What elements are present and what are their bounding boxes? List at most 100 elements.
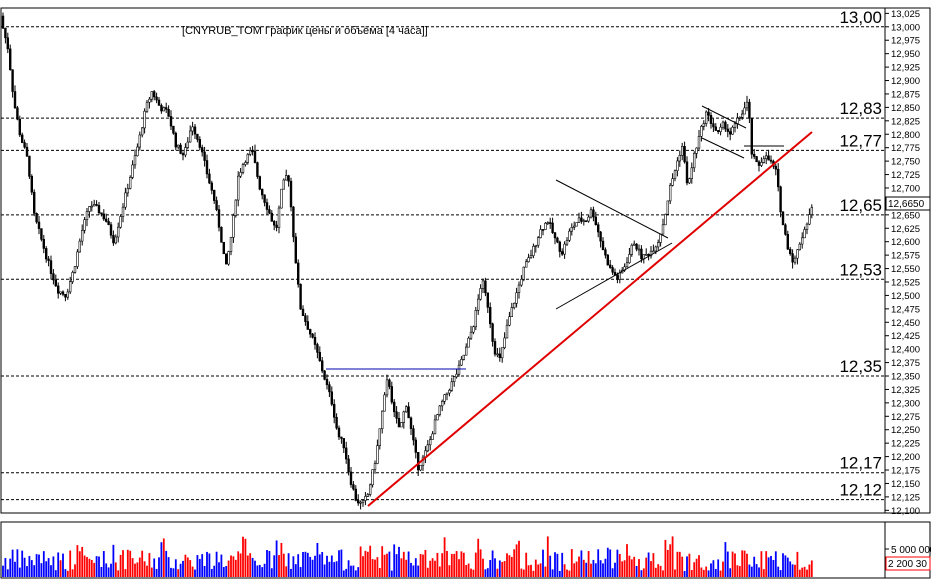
volume-bar [402, 551, 405, 577]
candle-body [608, 264, 612, 268]
volume-bar [148, 553, 151, 577]
volume-bar [417, 565, 420, 577]
candle-body [551, 222, 554, 233]
volume-bar [302, 551, 304, 577]
volume-bar [28, 556, 31, 577]
volume-bar [350, 565, 352, 577]
volume-bar [102, 551, 105, 577]
volume-bar [717, 559, 720, 577]
candle-body [337, 427, 341, 438]
y-tick-label: 12,375 [891, 358, 920, 369]
candle-body [186, 141, 189, 148]
volume-bar [390, 570, 393, 577]
candle-body [433, 419, 437, 435]
candle-body [445, 392, 449, 395]
y-tick-label: 12,575 [891, 251, 920, 262]
candle-body [289, 180, 293, 208]
flag-lower-line [701, 137, 745, 159]
candle-body [217, 209, 221, 228]
volume-bar [174, 559, 177, 577]
volume-bar [362, 556, 364, 577]
volume-bar [450, 553, 453, 577]
candle-body [316, 344, 319, 353]
volume-bar [47, 558, 50, 577]
volume-bar [429, 560, 432, 577]
candle-body [6, 37, 10, 50]
volume-bar [258, 564, 261, 577]
candle-body [796, 249, 799, 259]
volume-value-badge [885, 556, 931, 571]
volume-bar [587, 551, 590, 577]
volume-bar [592, 559, 595, 577]
volume-bar [290, 568, 292, 577]
volume-bar [330, 555, 333, 577]
candle-body [189, 130, 192, 143]
candle-body [371, 469, 374, 486]
candle-body [589, 209, 593, 218]
candle-body [157, 99, 161, 106]
candle-body [49, 260, 53, 274]
volume-bar [618, 554, 621, 577]
volume-bar [414, 558, 417, 577]
candle-body [328, 384, 331, 393]
candle-body [304, 315, 307, 322]
volume-bar [803, 566, 806, 577]
volume-bar [383, 554, 386, 577]
level-label: 12,83 [839, 99, 882, 118]
candle-body [455, 373, 458, 378]
candle-body [546, 222, 550, 224]
volume-bar [506, 553, 508, 577]
volume-bar [268, 550, 271, 577]
candle-body [100, 212, 103, 215]
candle-body [560, 251, 564, 255]
volume-bar [750, 566, 753, 577]
candle-body [165, 107, 168, 110]
volume-bar [676, 551, 679, 577]
candle-body [237, 175, 240, 201]
y-tick-label: 12,700 [891, 183, 920, 194]
candle-body [1, 15, 5, 29]
y-tick-label: 12,425 [891, 331, 920, 342]
volume-bar [232, 556, 235, 577]
volume-bar [522, 569, 525, 577]
candle-body [805, 223, 809, 230]
volume-bar [398, 546, 400, 577]
y-tick-label: 12,750 [891, 157, 920, 168]
volume-bar [434, 560, 436, 577]
volume-bar [78, 551, 81, 577]
candle-body [697, 136, 701, 149]
y-tick-label: 12,200 [891, 452, 920, 463]
candle-body [493, 341, 497, 355]
candle-body [472, 326, 475, 333]
candle-body [450, 381, 453, 391]
candle-body [505, 324, 509, 339]
candle-body [361, 500, 365, 503]
candle-body [153, 91, 156, 98]
volume-bar [455, 551, 458, 577]
volume-bar [333, 562, 336, 577]
volume-bar [242, 536, 244, 577]
candle-body [23, 142, 26, 148]
candle-body [141, 127, 144, 136]
candle-body [148, 98, 151, 103]
volume-bar [645, 557, 648, 577]
candle-body [160, 105, 163, 112]
y-tick-label: 12,850 [891, 103, 920, 114]
candle-body [793, 257, 797, 263]
candle-body [284, 175, 288, 181]
candle-body [409, 417, 413, 429]
candle-body [47, 258, 50, 261]
candle-body [311, 333, 314, 338]
candle-body [81, 229, 84, 242]
volume-bar [554, 552, 556, 577]
volume-bar [50, 565, 52, 577]
candle-body [800, 237, 804, 245]
volume-bar [208, 553, 211, 577]
volume-bar [318, 554, 321, 577]
candle-body [755, 156, 758, 163]
level-label: 12,12 [839, 481, 882, 500]
volume-bar [604, 558, 607, 577]
volume-bar [30, 560, 33, 577]
candle-body [270, 212, 273, 222]
candle-body [52, 273, 55, 281]
